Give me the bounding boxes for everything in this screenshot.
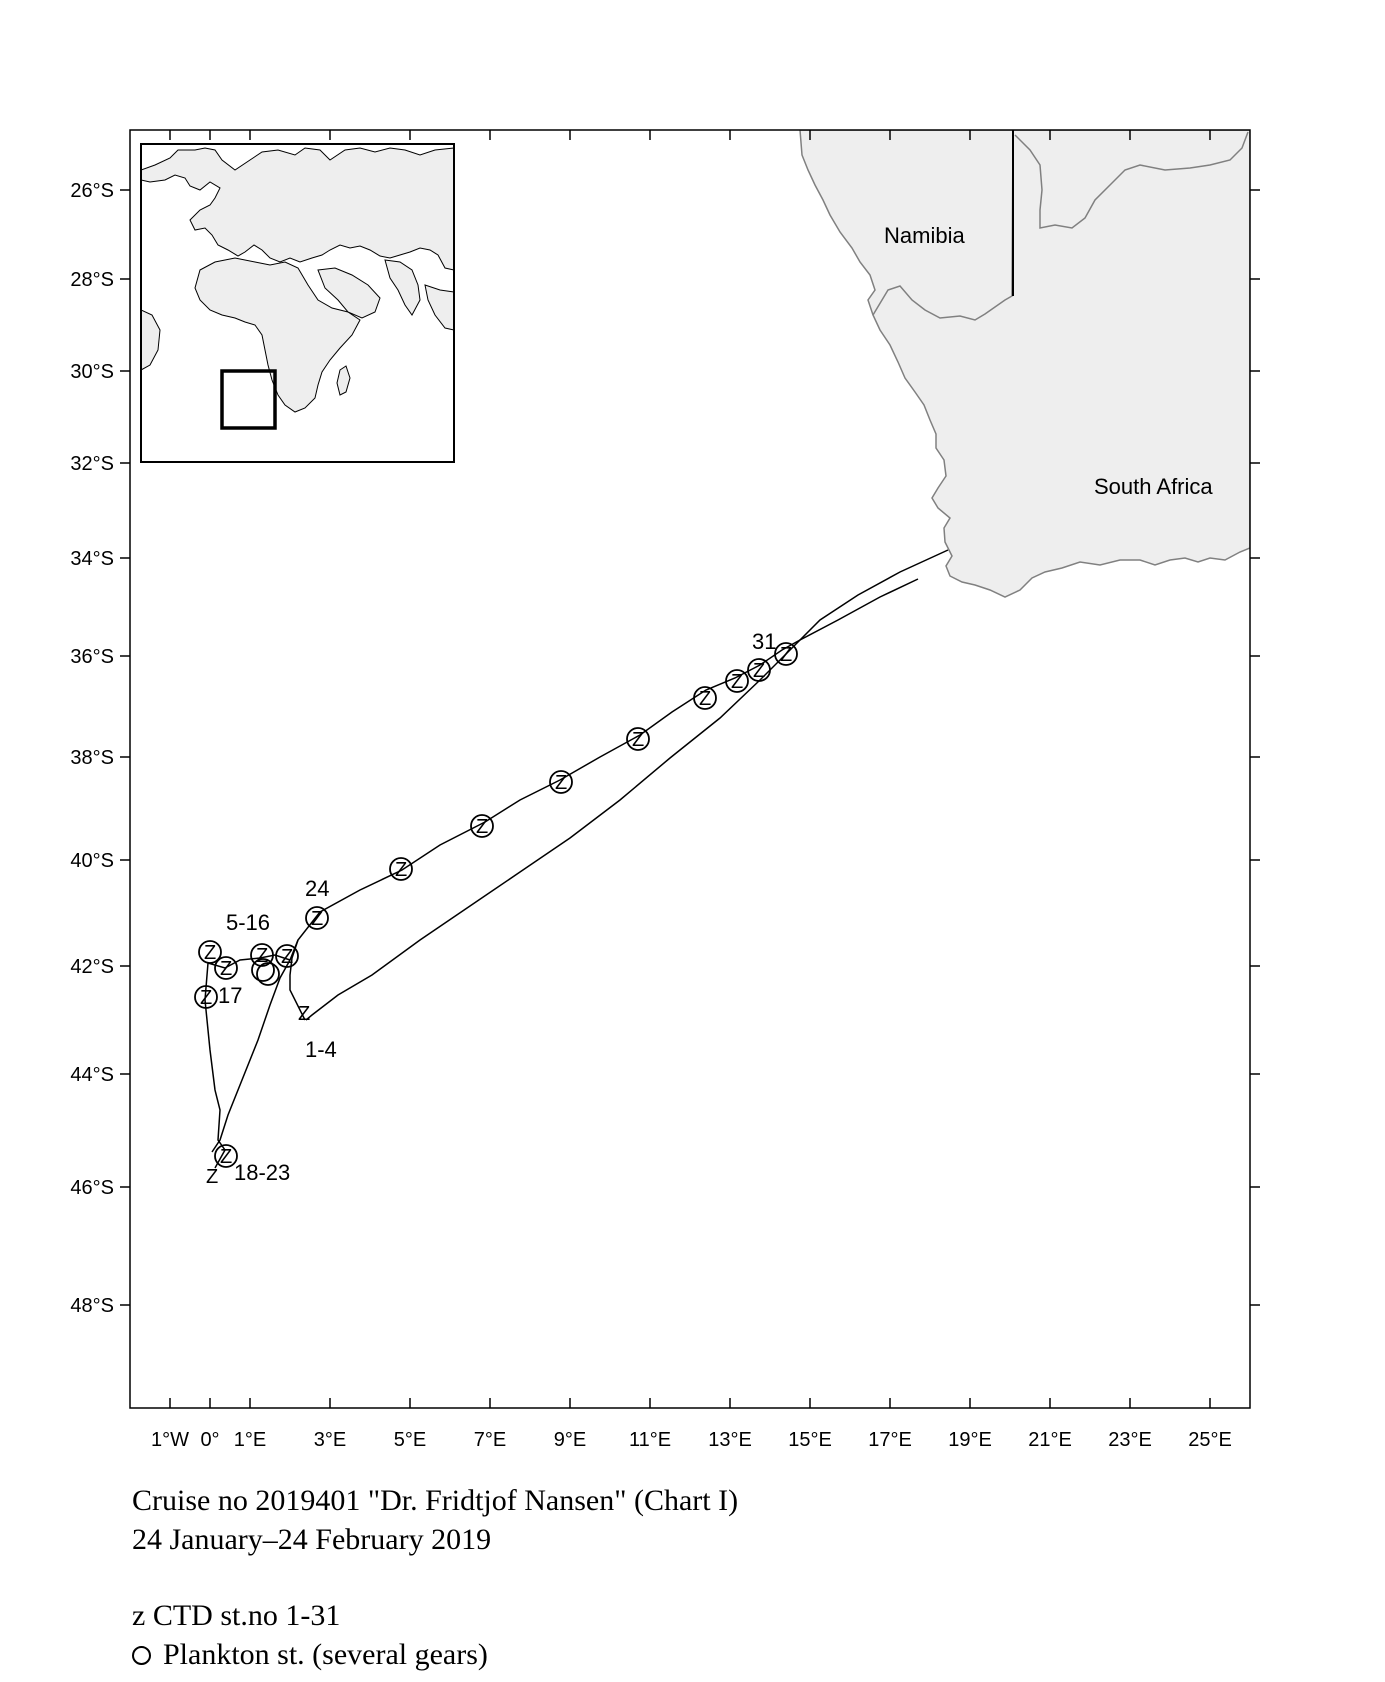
x-tick-label: 0° — [200, 1429, 219, 1451]
legend-plankton-label: Plankton st. (several gears) — [163, 1638, 488, 1671]
y-tick-label: 32°S — [70, 453, 114, 475]
ctd-marker: Z — [298, 1003, 310, 1025]
ctd-marker: Z — [731, 671, 743, 693]
plankton-stations — [194, 642, 798, 1168]
y-tick-label: 30°S — [70, 361, 114, 383]
ctd-marker: Z — [699, 688, 711, 710]
ctd-marker: Z — [220, 958, 232, 980]
legend-plankton: Plankton st. (several gears) — [132, 1637, 488, 1673]
ctd-marker: Z — [753, 660, 765, 682]
y-tick-label: 26°S — [70, 180, 114, 202]
ctd-marker: Z — [256, 945, 268, 967]
x-tick-label: 3°E — [314, 1429, 346, 1451]
map-frame — [129, 129, 1251, 1409]
caption-title: Cruise no 2019401 "Dr. Fridtjof Nansen" … — [132, 1484, 739, 1517]
x-tick-label: 17°E — [868, 1429, 912, 1451]
cruise-track-west — [204, 939, 306, 1169]
x-tick-label: 7°E — [474, 1429, 506, 1451]
x-tick-label: 25°E — [1188, 1429, 1232, 1451]
station-label-1-4: 1-4 — [305, 1037, 337, 1062]
country-label-namibia: Namibia — [884, 223, 965, 248]
x-axis-ticks: 1°W 0° 1°E 3°E 5°E 7°E 9°E 11°E 13°E 15°E 17°E 19°E… — [151, 130, 1232, 1451]
ctd-marker: Z — [281, 946, 293, 968]
country-label-south-africa: South Africa — [1094, 474, 1213, 499]
y-tick-label: 28°S — [70, 269, 114, 291]
ctd-marker: Z — [395, 859, 407, 881]
y-tick-label: 40°S — [70, 850, 114, 872]
x-tick-label: 5°E — [394, 1429, 426, 1451]
x-tick-label: 1°W — [151, 1429, 189, 1451]
botswana-border — [1014, 131, 1249, 229]
legend-ctd: z CTD st.no 1-31 — [132, 1599, 341, 1632]
y-tick-label: 36°S — [70, 646, 114, 668]
ctd-marker: Z — [555, 772, 567, 794]
x-tick-label: 1°E — [234, 1429, 266, 1451]
x-tick-label: 21°E — [1028, 1429, 1072, 1451]
circle-icon — [132, 1645, 151, 1665]
ctd-stations: Z Z Z Z Z Z Z Z Z Z Z Z Z Z Z Z Z — [200, 644, 792, 1188]
station-label-18-23: 18-23 — [234, 1160, 290, 1185]
y-tick-label: 46°S — [70, 1177, 114, 1199]
ctd-marker: Z — [204, 942, 216, 964]
x-tick-label: 15°E — [788, 1429, 832, 1451]
ctd-marker: Z — [206, 1166, 218, 1188]
y-tick-label: 42°S — [70, 956, 114, 978]
x-tick-label: 11°E — [629, 1429, 671, 1451]
cruise-track-outbound — [305, 549, 949, 1021]
x-tick-label: 19°E — [948, 1429, 992, 1451]
study-area-box — [220, 369, 277, 430]
station-label-5-16: 5-16 — [226, 910, 270, 935]
x-tick-label: 23°E — [1108, 1429, 1152, 1451]
y-axis-ticks: 26°S 28°S 30°S 32°S 34°S 36°S 38°S 40°S 42°S 44°S… — [70, 180, 1260, 1317]
x-tick-label: 9°E — [554, 1429, 586, 1451]
ctd-marker: Z — [780, 644, 792, 666]
station-label-24: 24 — [305, 876, 329, 901]
ctd-marker: Z — [476, 816, 488, 838]
x-tick-label: 13°E — [708, 1429, 752, 1451]
ctd-marker: Z — [311, 908, 323, 930]
namibia-south-africa-border — [872, 130, 1014, 321]
ctd-marker: Z — [632, 729, 644, 751]
y-tick-label: 38°S — [70, 747, 114, 769]
caption-dates: 24 January–24 February 2019 — [132, 1523, 492, 1556]
y-tick-label: 34°S — [70, 548, 114, 570]
y-tick-label: 48°S — [70, 1295, 114, 1317]
ctd-marker: Z — [220, 1146, 232, 1168]
station-label-31: 31 — [752, 629, 776, 654]
station-label-17: 17 — [218, 983, 242, 1008]
inset-world-map — [140, 143, 455, 463]
y-tick-label: 44°S — [70, 1064, 114, 1086]
africa-land — [799, 130, 1250, 598]
ctd-marker: Z — [200, 987, 212, 1009]
